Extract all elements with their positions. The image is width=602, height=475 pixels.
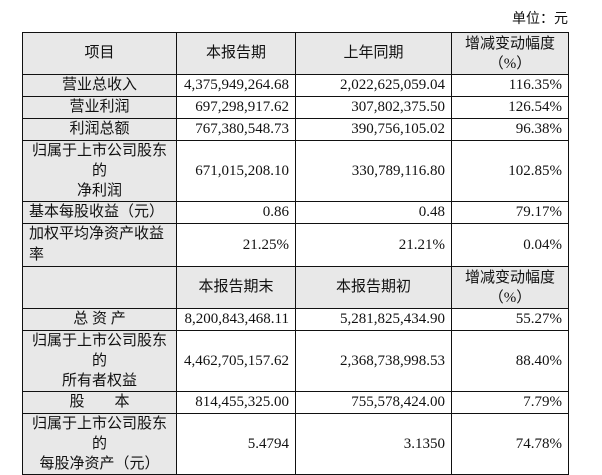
table-row: 利润总额 767,380,548.73 390,756,105.02 96.38… [22,118,569,141]
change-value: 55.27% [451,308,569,331]
row-label: 利润总额 [22,118,177,141]
header-period-start: 本报告期初 [295,266,452,309]
table-row: 归属于上市公司股东的 所有者权益 4,462,705,157.62 2,368,7… [22,330,569,392]
row-label: 归属于上市公司股东的 净利润 [22,140,177,202]
section1-header-row: 项目 本报告期 上年同期 增减变动幅度 （%） [22,32,569,75]
current-value: 814,455,325.00 [176,391,296,414]
row-label: 总 资 产 [22,308,177,331]
prior-value: 330,789,116.80 [295,140,452,202]
current-value: 21.25% [176,223,296,267]
section2-header-row: 本报告期末 本报告期初 增减变动幅度 （%） [22,266,569,309]
header-item: 项目 [22,32,177,75]
change-value: 7.79% [451,391,569,414]
current-value: 5.4794 [176,413,296,475]
row-label: 股 本 [22,391,177,414]
prior-value: 21.21% [295,223,452,267]
prior-value: 755,578,424.00 [295,391,452,414]
row-label: 基本每股收益（元） [22,201,177,224]
current-value: 4,462,705,157.62 [176,330,296,392]
header-change: 增减变动幅度 （%） [451,266,569,309]
prior-value: 2,368,738,998.53 [295,330,452,392]
table-row: 归属于上市公司股东的 净利润 671,015,208.10 330,789,116… [22,140,569,202]
prior-value: 2,022,625,059.04 [295,74,452,97]
current-value: 697,298,917.62 [176,96,296,119]
change-value: 116.35% [451,74,569,97]
unit-label: 单位：元 [512,12,568,27]
table-row: 总 资 产 8,200,843,468.11 5,281,825,434.90 … [22,308,569,331]
change-value: 74.78% [451,413,569,475]
financial-summary-table: 项目 本报告期 上年同期 增减变动幅度 （%） 营业总收入 4,375,949,2… [22,32,569,475]
header-item-blank [22,266,177,309]
header-period-end: 本报告期末 [176,266,296,309]
current-value: 8,200,843,468.11 [176,308,296,331]
prior-value: 5,281,825,434.90 [295,308,452,331]
prior-value: 307,802,375.50 [295,96,452,119]
prior-value: 390,756,105.02 [295,118,452,141]
table-row: 归属于上市公司股东的 每股净资产（元） 5.4794 3.1350 74.78% [22,413,569,475]
change-value: 126.54% [451,96,569,119]
current-value: 4,375,949,264.68 [176,74,296,97]
change-value: 102.85% [451,140,569,202]
current-value: 671,015,208.10 [176,140,296,202]
change-value: 88.40% [451,330,569,392]
table-row: 加权平均净资产收益率 21.25% 21.21% 0.04% [22,223,569,267]
header-change: 增减变动幅度 （%） [451,32,569,75]
prior-value: 3.1350 [295,413,452,475]
table-row: 营业总收入 4,375,949,264.68 2,022,625,059.04 … [22,74,569,97]
table-row: 股 本 814,455,325.00 755,578,424.00 7.79% [22,391,569,414]
header-prior-period: 上年同期 [295,32,452,75]
change-value: 79.17% [451,201,569,224]
row-label: 加权平均净资产收益率 [22,223,177,267]
table-row: 基本每股收益（元） 0.86 0.48 79.17% [22,201,569,224]
current-value: 767,380,548.73 [176,118,296,141]
header-current-period: 本报告期 [176,32,296,75]
row-label: 归属于上市公司股东的 所有者权益 [22,330,177,392]
table-row: 营业利润 697,298,917.62 307,802,375.50 126.5… [22,96,569,119]
change-value: 96.38% [451,118,569,141]
row-label: 营业总收入 [22,74,177,97]
prior-value: 0.48 [295,201,452,224]
row-label: 营业利润 [22,96,177,119]
change-value: 0.04% [451,223,569,267]
row-label: 归属于上市公司股东的 每股净资产（元） [22,413,177,475]
current-value: 0.86 [176,201,296,224]
